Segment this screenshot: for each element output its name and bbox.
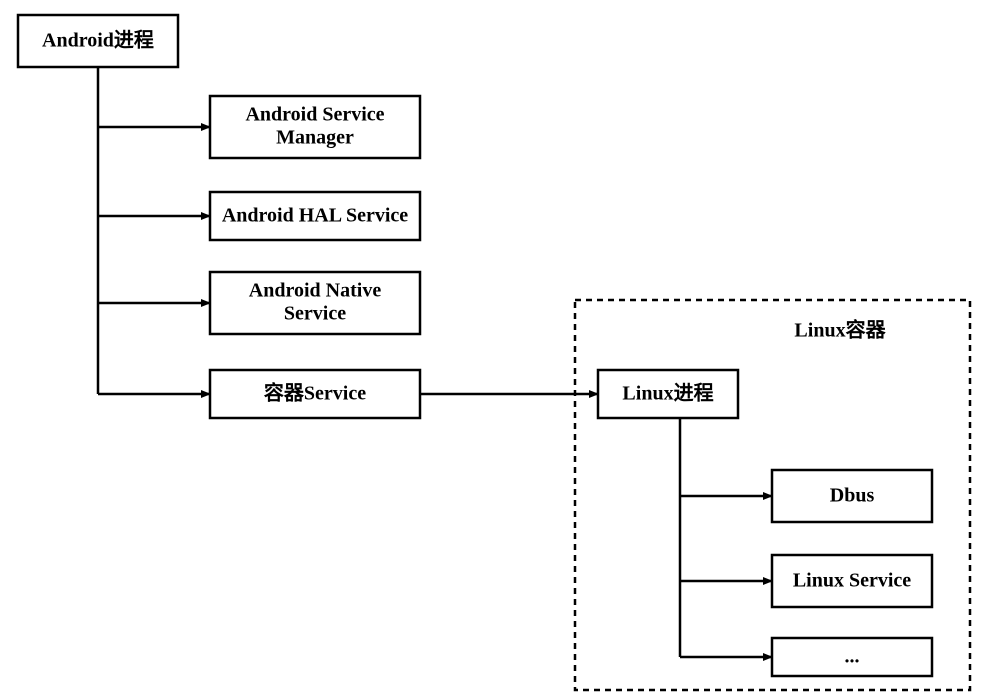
android-process-label: Android进程	[42, 29, 154, 52]
architecture-diagram: Linux容器 Android进程 Android ServiceManager An…	[0, 0, 1000, 693]
asm-label-line2: Manager	[276, 127, 354, 149]
container-svc-label: 容器Service	[264, 381, 366, 405]
native-label-line1: Android Native	[249, 280, 382, 302]
linux-service-label: Linux Service	[793, 570, 911, 592]
dbus-label: Dbus	[830, 485, 875, 507]
hal-label: Android HAL Service	[222, 205, 408, 227]
etc-label: ...	[845, 646, 860, 668]
asm-label-line1: Android Service	[245, 104, 384, 126]
native-label-line2: Service	[284, 303, 346, 325]
linux-process-label: Linux进程	[622, 382, 713, 405]
linux-container-title: Linux容器	[794, 318, 886, 342]
